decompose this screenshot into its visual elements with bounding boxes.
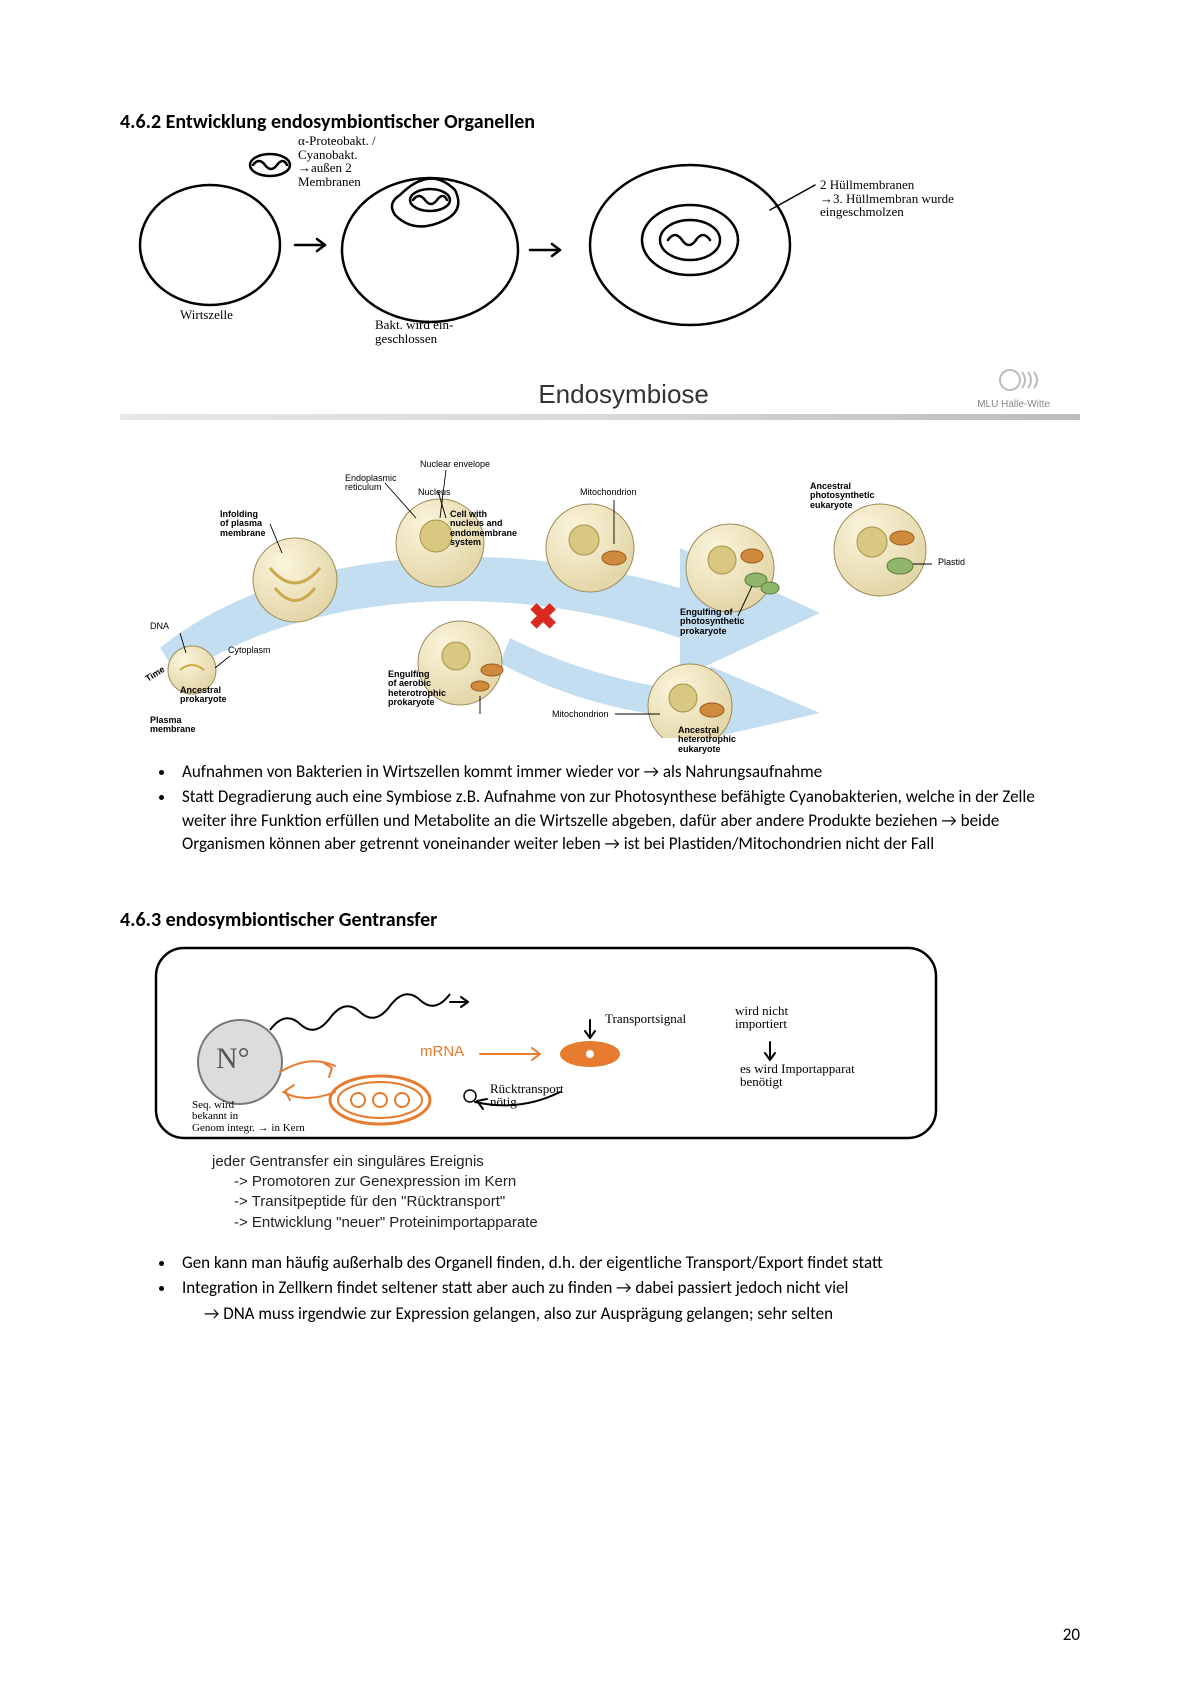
mlu-logo-icon [992,366,1050,394]
lbl-plasma-membrane: Plasma membrane [150,716,196,735]
label-wird-nicht-importiert: wird nicht importiert [735,1004,788,1031]
figure-gentransfer: N° mRNA Transportsignal wird nicht impor… [150,942,1080,1152]
label-wirtszelle: Wirtszelle [180,308,233,322]
lbl-mito1: Mitochondrion [580,488,637,497]
label-ruecktransport: Rücktransport nötig [490,1082,564,1109]
lbl-cellwith: Cell with nucleus and endomembrane syste… [450,510,517,548]
endosymbiose-title: Endosymbiose [538,379,709,410]
fig3-cap-0: jeder Gentransfer ein singuläres Ereigni… [212,1152,1080,1172]
figure-endosymbiosis-sketch: α-Proteobakt. / Cyanobakt. →außen 2 Memb… [120,140,1080,340]
textbook-svg [120,438,1080,738]
lbl-er: Endoplasmic reticulum [345,474,397,493]
fig3-cap-2: -> Transitpeptide für den "Rücktransport… [212,1192,1080,1212]
label-bakt-eingeschlossen: Bakt. wird ein- geschlossen [375,318,453,345]
sketch-svg [120,140,1080,340]
label-transportsignal: Transportsignal [605,1012,686,1026]
bullets-4-6-2: Aufnahmen von Bakterien in Wirtszellen k… [120,760,1080,856]
heading-4-6-3: 4.6.3 endosymbiontischer Gentransfer [120,908,1080,932]
gradient-bar [120,414,1080,420]
page-number: 20 [1063,1624,1080,1645]
mlu-caption: MLU Halle-Witte [977,399,1050,410]
label-mrna: mRNA [420,1043,464,1060]
sub-bullet: → DNA muss irgendwie zur Expression gela… [182,1302,1080,1325]
label-huellmembranen: 2 Hüllmembranen →3. Hüllmembran wurde ei… [820,178,954,219]
lbl-engulf-photo: Engulfing of photosynthetic prokaryote [680,608,745,636]
lbl-engulf-aerobic: Engulfing of aerobic heterotrophic proka… [388,670,446,708]
fig3-cap-3: -> Entwicklung "neuer" Proteinimportappa… [212,1213,1080,1233]
lbl-mito2: Mitochondrion [552,710,609,719]
lbl-dna: DNA [150,622,169,631]
endosymbiose-title-row: Endosymbiose MLU Halle-Witte [120,366,1080,420]
lbl-anc-hetero-euk: Ancestral heterotrophic eukaryote [678,726,736,754]
lbl-infolding: Infolding of plasma membrane [220,510,266,538]
lbl-anc-photo-euk: Ancestral photosynthetic eukaryote [810,482,875,510]
lbl-nuclear-envelope: Nuclear envelope [420,460,490,469]
bullet2-2: Integration in Zellkern findet seltener … [176,1276,1080,1325]
bullet-1: Aufnahmen von Bakterien in Wirtszellen k… [176,760,1080,783]
fig3-cap-1: -> Promotoren zur Genexpression im Kern [212,1172,1080,1192]
lbl-anc-prok: Ancestral prokaryote [180,686,227,705]
label-seq-note: Seq. wird bekannt in Genom integr. → in … [192,1100,305,1135]
lbl-plastid: Plastid [938,558,965,567]
red-x-icon: ✖ [528,596,558,638]
bullet-2: Statt Degradierung auch eine Symbiose z.… [176,785,1080,855]
label-proteobakt: α-Proteobakt. / Cyanobakt. →außen 2 Memb… [298,134,376,189]
bullet2-2-text: Integration in Zellkern findet seltener … [182,1277,848,1298]
lbl-nucleus: Nucleus [418,488,451,497]
bullet2-1: Gen kann man häufig außerhalb des Organe… [176,1251,1080,1274]
nucleus-letter: N° [216,1042,250,1076]
bullets-4-6-3: Gen kann man häufig außerhalb des Organe… [120,1251,1080,1325]
label-importapparat: es wird Importapparat benötigt [740,1062,855,1089]
heading-4-6-2: 4.6.2 Entwicklung endosymbiontischer Org… [120,110,1080,134]
lbl-cytoplasm: Cytoplasm [228,646,271,655]
fig3-caption-block: jeder Gentransfer ein singuläres Ereigni… [212,1152,1080,1233]
figure-textbook-endosymbiosis: ✖ Nuclear envelope Endoplasmic reticulum… [120,438,1080,738]
page: 4.6.2 Entwicklung endosymbiontischer Org… [0,0,1200,1697]
